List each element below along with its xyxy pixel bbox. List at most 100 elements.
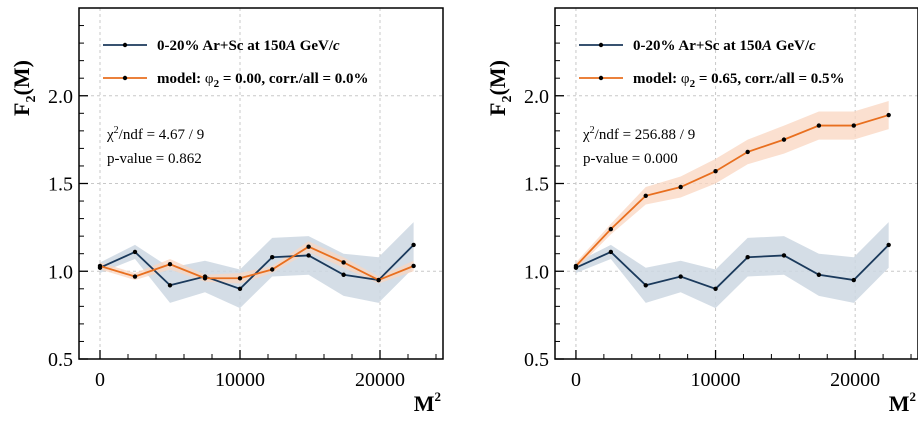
x-tick-label: 20000 [355,369,405,391]
y-tick-label: 1.5 [48,174,73,196]
chi2-annotation: χ2/ndf = 256.88 / 9 [582,125,695,143]
data-point [132,249,138,255]
pvalue-annotation: p-value = 0.000 [583,151,678,167]
y-tick-label: 0.5 [48,349,73,371]
model-point [132,274,138,279]
pvalue-annotation: p-value = 0.862 [107,151,202,167]
x-axis-title: M2 [414,389,441,416]
data-point [306,253,311,258]
y-axis-title-subscript: 2 [24,95,39,102]
model-point [237,276,243,281]
y-axis-title-main: F [9,102,34,115]
data-point [781,253,787,258]
model-point [713,169,718,174]
chi2-value: /ndf = 4.67 / 9 [119,127,205,143]
legend-text-phi: φ [681,71,690,87]
legend-entry-2: model: φ2 = 0.65, corr./all = 0.5% [633,71,845,90]
model-uncertainty-band [575,101,889,270]
model-point [341,260,346,265]
legend-marker-1 [122,42,128,48]
legend-entry-2: model: φ2 = 0.00, corr./all = 0.0% [157,71,369,90]
model-point [886,112,891,118]
legend-text-phi: φ [205,71,214,87]
chi2-superscript: 2 [590,125,595,136]
model-point [270,267,275,272]
data-point [851,277,856,283]
model-point [816,123,822,128]
y-tick-label: 0.5 [524,349,549,371]
legend-entry-1: 0-20% Ar+Sc at 150A GeV/c [633,38,816,54]
legend-text-italic: A [285,38,296,54]
data-point [411,242,416,248]
legend-text-subscript: 2 [214,78,220,90]
chi2-symbol: χ [582,127,590,143]
model-point [97,263,103,269]
data-point [886,242,891,248]
y-axis-title-tail: (M) [485,60,510,95]
y-tick-label: 2.0 [524,86,549,108]
y-axis-title: F2(M) [9,60,39,116]
legend-text-part: model: [157,71,205,87]
legend-text-subscript: 2 [690,78,696,90]
y-tick-label: 1.5 [524,174,549,196]
x-axis-title-superscript: 2 [910,389,917,404]
data-point [237,286,243,291]
x-axis-title-main: M [414,391,435,416]
model-point [781,137,787,142]
model-point [678,184,683,190]
legend-text-part: = 0.65, corr./all = 0.5% [695,71,844,87]
chi2-annotation: χ2/ndf = 4.67 / 9 [106,125,204,143]
legend-text-part: GeV/ [296,38,334,54]
legend-text-italic: A [761,38,772,54]
model-point [851,123,856,128]
legend-text-part: 0-20% Ar+Sc at 150 [633,38,762,54]
x-axis-title-main: M [889,391,910,416]
model-point [202,276,208,281]
x-tick-label: 10000 [691,369,741,391]
data-series-line [575,244,890,290]
x-tick-label: 0 [95,369,105,391]
x-tick-label: 10000 [215,369,265,391]
model-point [608,226,614,232]
chi2-symbol: χ [106,127,114,143]
y-axis-title-tail: (M) [9,60,34,95]
legend-text-italic: c [809,38,816,54]
x-axis-title: M2 [889,389,916,416]
model-point [376,277,381,283]
legend-entry-1: 0-20% Ar+Sc at 150A GeV/c [157,38,340,54]
chi2-superscript: 2 [114,125,119,136]
model-series-line [575,114,889,267]
y-tick-label: 1.0 [524,261,549,283]
y-axis-title-subscript: 2 [500,95,515,102]
legend-marker-2 [598,75,604,81]
y-tick-label: 2.0 [48,86,73,108]
legend-marker-2 [122,75,128,81]
y-tick-label: 1.0 [48,261,73,283]
data-uncertainty-band [100,222,414,309]
data-point [643,283,648,288]
model-point [643,193,648,198]
legend-text-part: 0-20% Ar+Sc at 150 [157,38,286,54]
data-uncertainty-band [575,222,889,309]
legend-text-part: = 0.00, corr./all = 0.0% [219,71,368,87]
data-point [678,274,683,279]
legend-text-part: model: [633,71,681,87]
x-axis-title-superscript: 2 [435,389,442,404]
y-axis-title-main: F [485,102,510,115]
model-point [411,263,416,269]
legend-marker-1 [598,42,604,48]
x-tick-label: 0 [571,369,581,391]
y-axis-title: F2(M) [485,60,515,116]
data-point [745,255,750,260]
model-point [306,244,311,249]
data-point [713,286,718,291]
model-point [573,263,579,269]
chi2-value: /ndf = 256.88 / 9 [595,127,696,143]
model-point [167,262,173,267]
legend-text-italic: c [333,38,340,54]
x-tick-label: 20000 [830,369,880,391]
data-point [816,272,822,277]
